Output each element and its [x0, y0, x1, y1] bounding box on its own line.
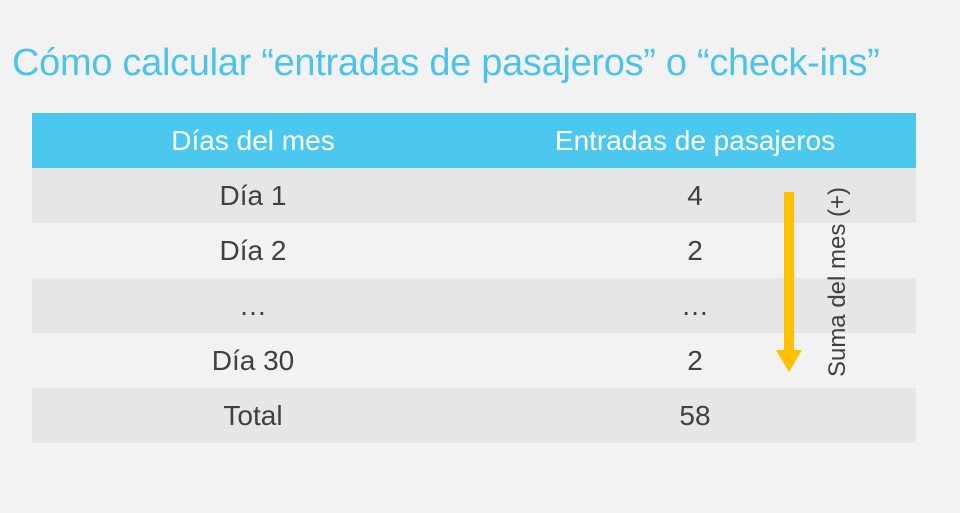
checkins-cell: …	[681, 290, 709, 321]
table-header: Días del mes Entradas de pasajeros	[32, 113, 916, 168]
day-cell: Día 2	[219, 235, 287, 266]
passenger-checkins-table: Días del mes Entradas de pasajeros Día 1…	[32, 113, 916, 443]
arrow-head	[776, 350, 802, 372]
checkins-cell: 2	[687, 345, 703, 376]
down-arrow-icon	[776, 192, 802, 372]
table-row: Día 1 4	[32, 168, 916, 223]
column-header-checkins: Entradas de pasajeros	[554, 125, 836, 156]
arrow-shaft	[784, 192, 794, 352]
table-row: Día 2 2	[32, 223, 916, 278]
day-cell: Día 1	[219, 180, 287, 211]
month-sum-note: Suma del mes (+)	[824, 186, 851, 378]
column-header-days: Días del mes	[171, 125, 335, 156]
day-cell: …	[239, 290, 267, 321]
table-row: Día 30 2	[32, 333, 916, 388]
total-label: Total	[223, 400, 283, 431]
total-row: Total 58	[32, 388, 916, 443]
page-title: Cómo calcular “entradas de pasajeros” o …	[12, 42, 880, 84]
day-cell: Día 30	[211, 345, 295, 376]
checkins-cell: 2	[687, 235, 703, 266]
table-row: … …	[32, 278, 916, 333]
checkins-cell: 4	[687, 180, 703, 211]
total-value: 58	[679, 400, 711, 431]
